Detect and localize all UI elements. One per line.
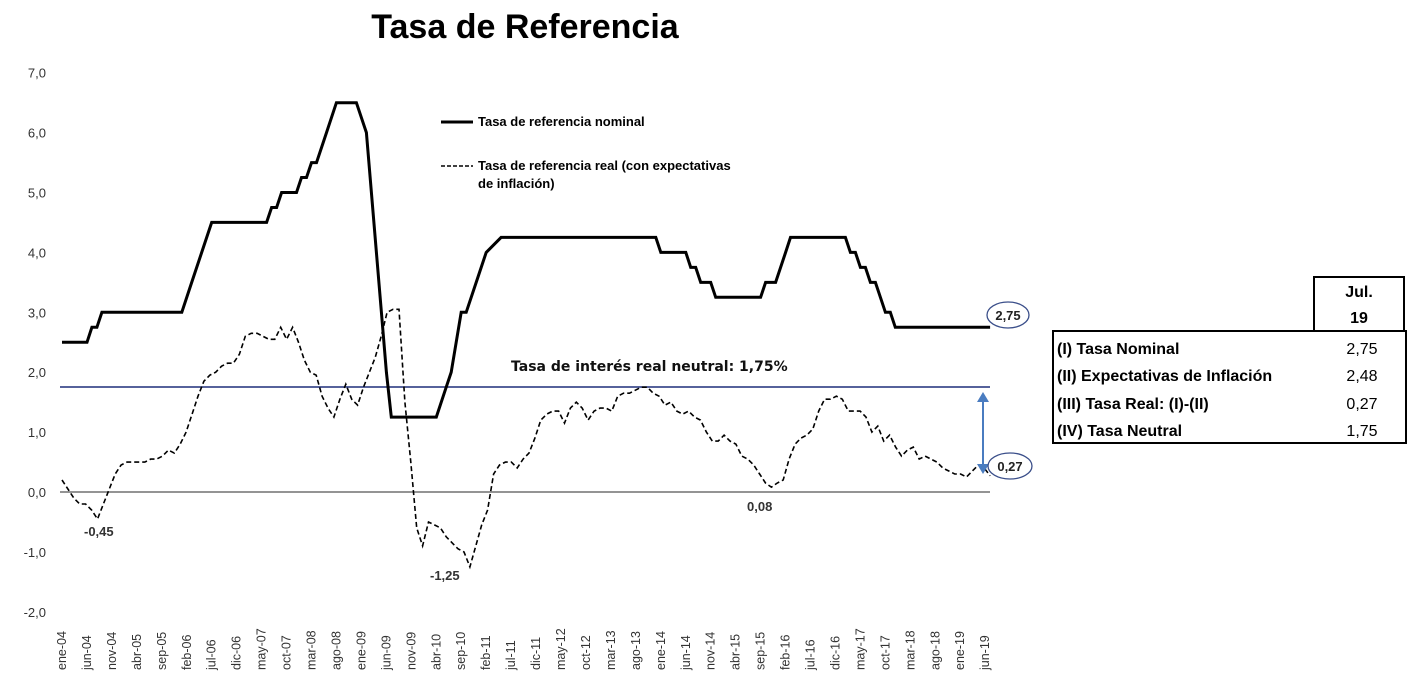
x-tick-label: dic-16 (828, 636, 842, 670)
x-tick-label: ago-13 (629, 631, 643, 670)
x-tick-label: may-07 (255, 628, 269, 670)
legend-real-label-line2: de inflación) (478, 176, 555, 191)
x-tick-label: jul-16 (804, 639, 818, 671)
last-nominal-value: 2,75 (995, 308, 1020, 323)
x-tick-label: sep-05 (155, 632, 169, 670)
summary-table: (I) Tasa Nominal 2,75 (II) Expectativas … (1052, 330, 1407, 444)
y-tick-label: 4,0 (28, 245, 46, 260)
y-tick-label: -2,0 (24, 605, 46, 620)
neutral-rate-label: Tasa de interés real neutral: 1,75% (511, 359, 788, 375)
x-tick-label: nov-04 (105, 632, 119, 670)
x-tick-label: nov-09 (404, 632, 418, 670)
chart-title: Tasa de Referencia (371, 8, 679, 46)
y-tick-label: 5,0 (28, 186, 46, 201)
table-header-month: Jul. (1345, 284, 1373, 301)
y-tick-label: 0,0 (28, 485, 46, 500)
row-value: 1,75 (1346, 423, 1378, 441)
y-tick-label: 7,0 (28, 66, 46, 81)
table-row: (IV) Tasa Neutral 1,75 (1054, 419, 1405, 447)
x-tick-label: mar-13 (604, 630, 618, 670)
x-tick-label: jun-14 (679, 635, 693, 671)
x-tick-label: mar-08 (305, 630, 319, 670)
x-tick-label: ene-19 (953, 631, 967, 670)
y-tick-label: 2,0 (28, 365, 46, 380)
last-real-value: 0,27 (997, 459, 1022, 474)
real-rate-series (61, 308, 991, 570)
table-row: (III) Tasa Real: (I)-(II) 0,27 (1054, 391, 1405, 419)
x-tick-label: may-17 (853, 628, 867, 670)
x-tick-label: feb-11 (479, 635, 493, 670)
x-tick-label: ago-18 (928, 631, 942, 670)
x-tick-label: oct-12 (579, 635, 593, 670)
annotation-min-2004: -0,45 (84, 524, 114, 539)
x-tick-label: jul-11 (504, 640, 518, 671)
x-tick-label: abr-10 (429, 634, 443, 670)
legend: Tasa de referencia nominal Tasa de refer… (441, 114, 731, 191)
last-nominal-bubble: 2,75 (986, 301, 1030, 329)
x-tick-label: oct-07 (280, 635, 294, 670)
table-header-year: 19 (1350, 310, 1368, 327)
annotation-min-2010: -1,25 (430, 568, 460, 583)
y-axis: 7,0 6,0 5,0 4,0 3,0 2,0 1,0 0,0 -1,0 -2,0 (24, 66, 46, 620)
gap-arrow-icon (977, 392, 989, 474)
x-tick-label: sep-15 (754, 632, 768, 670)
table-header: Jul. 19 (1313, 276, 1405, 330)
x-tick-label: nov-14 (704, 632, 718, 670)
x-tick-label: ago-08 (329, 631, 343, 670)
x-tick-label: ene-14 (654, 631, 668, 670)
x-tick-label: jul-06 (205, 639, 219, 671)
x-tick-label: ene-04 (55, 631, 69, 670)
row-value: 0,27 (1346, 395, 1378, 413)
x-tick-label: dic-11 (529, 637, 543, 670)
legend-nominal-label: Tasa de referencia nominal (478, 114, 645, 129)
table-row: (I) Tasa Nominal 2,75 (1054, 336, 1405, 364)
row-value: 2,48 (1346, 368, 1378, 386)
x-tick-label: ene-09 (354, 631, 368, 670)
row-label: (IV) Tasa Neutral (1057, 423, 1183, 441)
x-axis: ene-04 jun-04 nov-04 abr-05 sep-05 feb-06 jul-… (55, 628, 992, 671)
y-tick-label: 6,0 (28, 126, 46, 141)
annotation-min-2015: 0,08 (747, 499, 772, 514)
x-tick-label: mar-18 (903, 630, 917, 670)
legend-real-label-line1: Tasa de referencia real (con expectativa… (478, 158, 731, 173)
row-label: (III) Tasa Real: (I)-(II) (1057, 395, 1209, 413)
x-tick-label: may-12 (554, 628, 568, 670)
y-tick-label: 1,0 (28, 425, 46, 440)
table-row: (II) Expectativas de Inflación 2,48 (1054, 364, 1405, 392)
x-tick-label: dic-06 (230, 636, 244, 670)
y-tick-label: 3,0 (28, 305, 46, 320)
x-tick-label: feb-16 (779, 635, 793, 670)
row-label: (I) Tasa Nominal (1057, 340, 1180, 358)
y-tick-label: -1,0 (24, 545, 46, 560)
x-tick-label: jun-19 (978, 635, 992, 671)
nominal-rate-series (62, 101, 991, 419)
x-tick-label: abr-15 (729, 634, 743, 670)
last-real-bubble: 0,27 (987, 452, 1033, 480)
x-tick-label: oct-17 (878, 635, 892, 670)
x-tick-label: feb-06 (180, 635, 194, 670)
row-value: 2,75 (1346, 340, 1378, 358)
x-tick-label: jun-04 (80, 635, 94, 671)
x-tick-label: jun-09 (379, 635, 393, 671)
x-tick-label: sep-10 (454, 632, 468, 670)
x-tick-label: abr-05 (130, 634, 144, 670)
row-label: (II) Expectativas de Inflación (1057, 368, 1273, 386)
